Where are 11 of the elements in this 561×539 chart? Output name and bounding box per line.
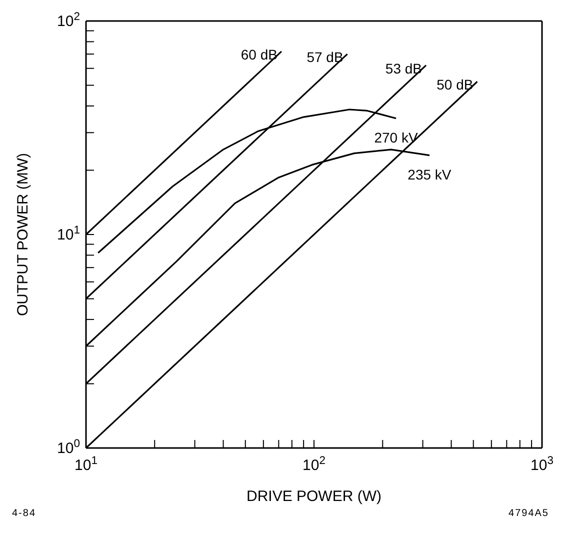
x-axis-title: DRIVE POWER (W)	[246, 488, 382, 505]
text: 4794A5	[508, 508, 549, 519]
y-tick-label: 10$^{0}$	[57, 438, 80, 457]
y-axis-title: OUTPUT POWER (MW)	[14, 152, 32, 316]
y-tick-label: 10$^{1}$	[57, 224, 80, 244]
x-tick-label: 10$^{1}$	[74, 455, 98, 474]
y-tick-label: 10$^{2}$	[57, 11, 80, 30]
x-tick-label: 10$^{3}$	[530, 455, 554, 474]
text: 4-84	[12, 508, 36, 519]
x-tick-label: 10$^{2}$	[302, 455, 326, 474]
series-label: 235 kV	[408, 166, 452, 182]
